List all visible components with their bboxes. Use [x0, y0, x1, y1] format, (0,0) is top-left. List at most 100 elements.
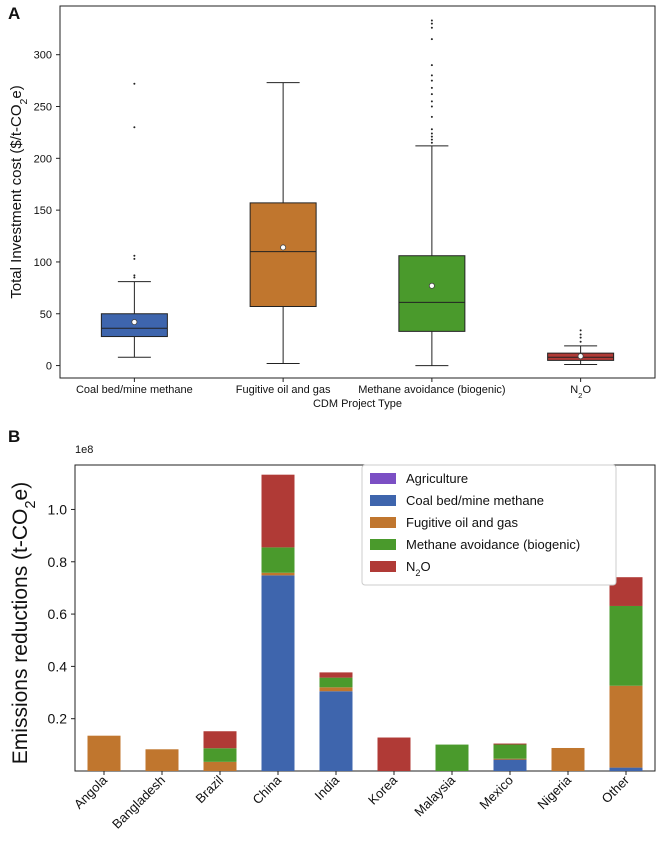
legend-label: Methane avoidance (biogenic)	[406, 537, 580, 552]
x-tick-label: Korea	[365, 772, 401, 808]
bar-segment	[609, 685, 643, 768]
y-tick-label: 100	[34, 257, 52, 269]
panel-a-letter: A	[8, 4, 21, 23]
mean-marker	[577, 353, 584, 360]
bar-segment	[493, 758, 527, 760]
outlier-point	[579, 340, 582, 343]
bar-segment	[261, 547, 295, 573]
legend: Agriculture Coal bed/mine methane Fugitive…	[361, 464, 617, 586]
outlier-point	[430, 79, 433, 82]
bar-segment	[319, 672, 353, 678]
bar-segment	[493, 743, 527, 745]
y-axis-label: Total Investment cost ($/t-CO2e)	[8, 85, 30, 298]
outlier-point	[579, 336, 582, 339]
y-tick-label: 0.2	[48, 711, 68, 727]
bar-segment	[435, 744, 469, 771]
outlier-point	[430, 105, 433, 108]
box-2	[398, 19, 466, 367]
x-tick-label: Other	[599, 772, 633, 806]
outlier-point	[430, 132, 433, 135]
outlier-point	[133, 82, 136, 85]
legend-swatch	[370, 517, 396, 528]
outlier-point	[133, 254, 136, 257]
box-1	[249, 82, 317, 364]
outlier-point	[430, 19, 433, 22]
bar-segment	[261, 575, 295, 771]
bar-segment	[145, 749, 179, 771]
x-axis-label: CDM Project Type	[313, 398, 402, 410]
box-iqr	[398, 255, 466, 332]
x-tick-label: N2O	[570, 384, 591, 400]
y-tick-label: 0	[46, 361, 52, 373]
bar-segment	[203, 748, 237, 762]
outlier-point	[430, 93, 433, 96]
x-tick-label: Bangladesh	[109, 773, 168, 832]
y-tick-label: 50	[40, 309, 52, 321]
outlier-point	[430, 115, 433, 118]
axis-scale-label: 1e8	[75, 444, 93, 456]
y-tick-label: 300	[34, 50, 52, 62]
x-tick-label: Angola	[71, 772, 111, 812]
bar-segment	[203, 731, 237, 749]
outlier-point	[430, 135, 433, 138]
outlier-point	[579, 333, 582, 336]
y-tick-label: 0.6	[48, 606, 68, 622]
outlier-point	[430, 38, 433, 41]
x-tick-label: Malaysia	[411, 772, 458, 819]
x-tick-label: Methane avoidance (biogenic)	[358, 384, 505, 396]
bar-segment	[319, 691, 353, 771]
panel-b-letter: B	[8, 427, 21, 446]
outlier-point	[133, 276, 136, 279]
outlier-point	[133, 126, 136, 129]
legend-label: Agriculture	[406, 471, 468, 486]
outlier-point	[430, 86, 433, 89]
outlier-point	[579, 329, 582, 332]
y-tick-label: 0.8	[48, 554, 68, 570]
bar-segment	[261, 572, 295, 576]
y-tick-label: 1.0	[48, 501, 68, 517]
outlier-point	[430, 128, 433, 131]
y-axis-label: Emissions reductions (t-CO2e)	[9, 482, 39, 764]
legend-label: Coal bed/mine methane	[406, 493, 544, 508]
x-tick-label: Brazil	[193, 772, 227, 806]
legend-label: N2O	[406, 559, 431, 578]
box-0	[100, 82, 168, 358]
box-plot-chart: 0 50 100 150 200 250 300 Coal bed/mine methane F…	[8, 5, 656, 410]
x-tick-label: China	[249, 772, 284, 807]
bar-segment	[609, 605, 643, 686]
box-iqr	[100, 313, 168, 338]
outlier-point	[133, 257, 136, 260]
bar-segment	[261, 474, 295, 548]
mean-marker	[280, 244, 287, 251]
bar-segment	[493, 744, 527, 759]
bar-segment	[87, 735, 121, 771]
x-tick-label: India	[312, 772, 343, 803]
outlier-point	[430, 26, 433, 29]
legend-swatch	[370, 473, 396, 484]
outlier-point	[430, 74, 433, 77]
mean-marker	[428, 282, 435, 289]
legend-frame	[361, 464, 617, 586]
outlier-point	[430, 141, 433, 144]
bar-segment	[203, 761, 237, 771]
y-tick-label: 0.4	[48, 658, 68, 674]
outlier-point	[430, 138, 433, 141]
outlier-point	[133, 274, 136, 277]
bar-segment	[551, 747, 585, 771]
x-tick-label: Fugitive oil and gas	[236, 384, 331, 396]
y-tick-label: 250	[34, 102, 52, 114]
bar-segment	[609, 767, 643, 771]
bar-segment	[493, 759, 527, 771]
legend-swatch	[370, 561, 396, 572]
bar-segment	[377, 737, 411, 771]
legend-label: Fugitive oil and gas	[406, 515, 519, 530]
x-tick-label: Nigeria	[534, 772, 574, 812]
outlier-point	[430, 100, 433, 103]
legend-swatch	[370, 539, 396, 550]
x-tick-label: Coal bed/mine methane	[76, 384, 193, 396]
x-tick-label: Mexico	[476, 773, 516, 813]
y-tick-label: 150	[34, 205, 52, 217]
bar-segment	[319, 677, 353, 688]
mean-marker	[131, 319, 138, 326]
